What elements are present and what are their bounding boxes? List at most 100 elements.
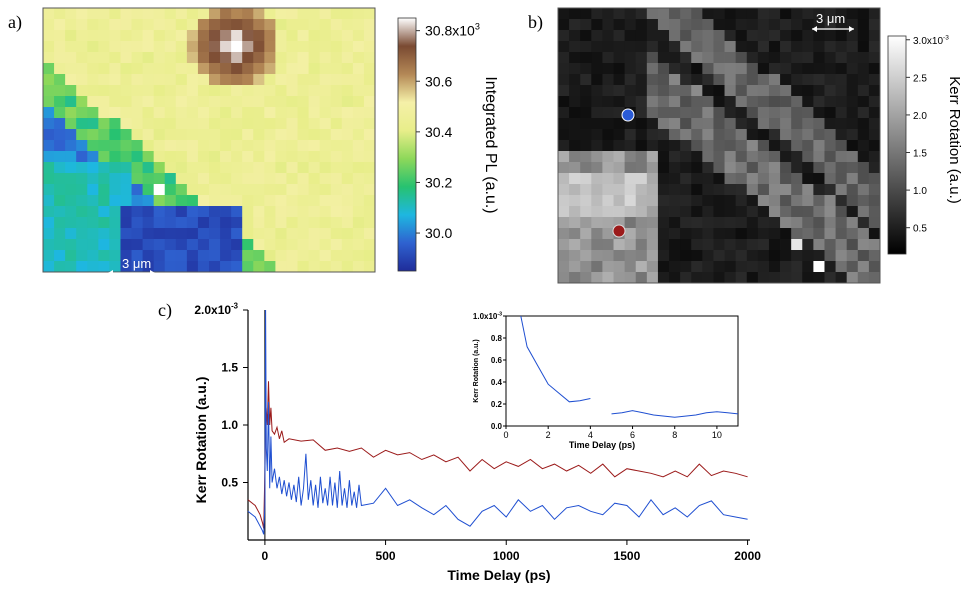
pl-pixel <box>87 162 99 174</box>
kerr-pixel <box>702 129 714 141</box>
pl-pixel <box>352 85 365 97</box>
kerr-pixel <box>802 140 814 152</box>
kerr-pixel <box>868 85 881 97</box>
pl-pixel <box>54 162 66 174</box>
kerr-pixel <box>835 19 848 31</box>
pl-pixel <box>352 151 365 163</box>
pl-colorbar-tick-label: 30.2 <box>425 174 452 190</box>
kerr-pixel <box>824 107 836 119</box>
kerr-pixel <box>735 250 748 262</box>
kerr-pixel <box>602 228 614 240</box>
pl-pixel <box>330 118 343 130</box>
pl-pixel <box>43 52 55 64</box>
kerr-pixel <box>624 217 637 229</box>
kerr-pixel <box>857 162 870 174</box>
kerr-pixel <box>580 151 592 163</box>
pl-pixel <box>253 261 265 273</box>
pl-pixel <box>131 96 143 108</box>
pl-pixel <box>87 228 99 240</box>
kerr-pixel <box>569 239 581 251</box>
pl-pixel <box>43 96 55 108</box>
kerr-pixel <box>580 206 592 218</box>
pl-pixel <box>209 140 221 152</box>
pl-pixel <box>363 63 376 75</box>
pl-pixel <box>109 151 121 163</box>
pl-pixel <box>308 173 321 185</box>
kerr-pixel <box>724 118 737 130</box>
pl-pixel <box>319 19 332 31</box>
kerr-pixel <box>857 195 870 207</box>
pl-pixel <box>164 41 177 53</box>
pl-pixel <box>87 151 99 163</box>
pl-pixel <box>186 206 199 218</box>
kerr-pixel <box>757 74 770 86</box>
kerr-pixel <box>702 162 714 174</box>
kerr-pixel <box>580 96 592 108</box>
kerr-pixel <box>746 8 759 20</box>
kerr-pixel <box>735 52 748 64</box>
pl-pixel <box>109 41 121 53</box>
kerr-pixel <box>791 195 803 207</box>
pl-pixel <box>109 85 121 97</box>
kerr-pixel <box>669 63 681 75</box>
pl-pixel <box>76 63 88 75</box>
pl-pixel <box>164 74 177 86</box>
pl-pixel <box>352 261 365 273</box>
kerr-pixel <box>624 261 637 273</box>
kerr-pixel <box>591 217 603 229</box>
pl-pixel <box>231 118 243 130</box>
pl-pixel <box>65 173 77 185</box>
pl-pixel <box>363 261 376 273</box>
kerr-pixel <box>580 107 592 119</box>
kerr-pixel <box>857 239 870 251</box>
kerr-pixel <box>602 239 614 251</box>
kerr-pixel <box>646 19 659 31</box>
inset-series-segment-0 <box>520 315 591 403</box>
kerr-pixel <box>791 63 803 75</box>
pl-pixel <box>264 250 276 262</box>
kerr-pixel <box>780 239 792 251</box>
kerr-scale-bar-label: 3 μm <box>816 11 845 26</box>
kerr-pixel <box>746 151 759 163</box>
pl-pixel <box>297 151 309 163</box>
kerr-pixel <box>635 250 648 262</box>
kerr-pixel <box>835 52 848 64</box>
pl-pixel <box>109 140 121 152</box>
kerr-pixel <box>635 173 648 185</box>
kerr-pixel <box>646 63 659 75</box>
pl-pixel <box>54 184 66 196</box>
kerr-pixel <box>835 129 848 141</box>
pl-pixel <box>209 261 221 273</box>
pl-pixel <box>164 52 177 64</box>
kerr-pixel <box>813 195 825 207</box>
kerr-pixel <box>591 272 603 284</box>
pl-pixel <box>308 118 321 130</box>
pl-pixel <box>352 19 365 31</box>
kerr-pixel <box>857 272 870 284</box>
kerr-marker-blue <box>621 108 635 122</box>
kerr-pixel <box>802 217 814 229</box>
kerr-pixel <box>735 151 748 163</box>
kerr-pixel <box>635 41 648 53</box>
pl-pixel <box>197 228 210 240</box>
pl-pixel <box>209 8 221 20</box>
kerr-pixel <box>624 85 637 97</box>
pl-pixel <box>164 261 177 273</box>
kerr-pixel <box>780 195 792 207</box>
kerr-pixel <box>635 19 648 31</box>
kerr-pixel <box>580 30 592 42</box>
pl-pixel <box>330 41 343 53</box>
pl-pixel <box>197 41 210 53</box>
x-tick-label: 0 <box>262 549 269 563</box>
pl-pixel <box>297 52 309 64</box>
kerr-pixel <box>868 261 881 273</box>
kerr-pixel <box>757 206 770 218</box>
kerr-pixel <box>624 52 637 64</box>
kerr-pixel <box>624 184 637 196</box>
kerr-pixel <box>768 239 781 251</box>
pl-pixel <box>308 228 321 240</box>
kerr-pixel <box>680 250 692 262</box>
kerr-pixel <box>691 162 703 174</box>
kerr-pixel <box>724 195 737 207</box>
pl-colorbar <box>397 17 417 272</box>
